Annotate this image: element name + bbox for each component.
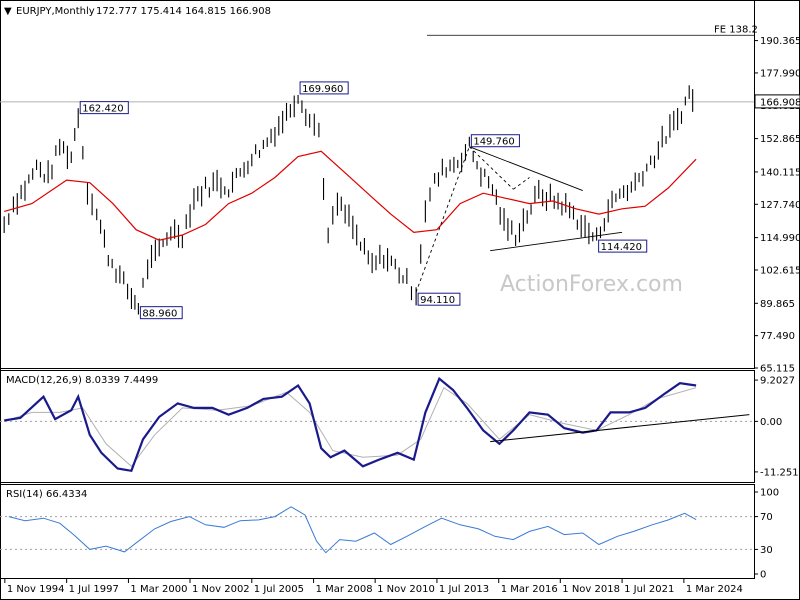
rsi-tick-label: 70	[760, 512, 773, 523]
moving-average-layer	[4, 150, 697, 241]
x-tick-label: 1 Mar 2008	[316, 584, 373, 595]
macd-layer	[4, 376, 750, 473]
price-tick-label: 77.490	[760, 331, 795, 342]
macd-y-axis: 9.2027 0.00 -11.251	[0, 376, 799, 478]
x-tick-label: 1 Jul 2021	[624, 584, 674, 595]
price-annotation-box	[470, 134, 520, 148]
price-annotation-label: 162.420	[82, 104, 123, 115]
x-tick-label: 1 Mar 2016	[501, 584, 558, 595]
symbol-title: EURJPY,Monthly	[16, 6, 95, 17]
macd-panel	[0, 370, 755, 483]
price-annotation-label: 149.760	[473, 137, 514, 148]
x-tick-label: 1 Jul 2013	[439, 584, 489, 595]
rsi-tick-label: 100	[760, 488, 779, 499]
trendline	[490, 231, 623, 252]
macd-tick-label: -11.251	[760, 467, 799, 478]
price-annotation-box	[598, 239, 648, 253]
rsi-title: RSI(14) 66.4334	[6, 489, 87, 500]
macd-line	[4, 376, 697, 473]
price-tick-label: 102.615	[760, 265, 800, 276]
price-tick-label: 89.865	[760, 299, 795, 310]
price-tick-label: 65.115	[760, 364, 795, 375]
macd-signal-line	[4, 386, 697, 468]
price-tick-label: 140.115	[760, 167, 800, 178]
rsi-line	[8, 506, 697, 554]
x-tick-label: 1 Nov 1994	[7, 584, 65, 595]
price-annotation-box	[299, 81, 349, 95]
rsi-layer	[8, 506, 697, 554]
x-tick-label: 1 Mar 2000	[130, 584, 187, 595]
price-annotation-label: 88.960	[142, 309, 177, 320]
price-annotation-label: 114.420	[601, 242, 642, 253]
trendline	[469, 146, 583, 191]
price-annotation-box	[79, 101, 129, 115]
price-tick-label: 127.740	[760, 200, 800, 211]
macd-tick-label: 9.2027	[760, 376, 795, 387]
macd-trendline	[490, 414, 750, 443]
moving-average-line	[4, 150, 697, 241]
price-tick-label: 152.865	[760, 134, 800, 145]
fe-level-label: FE 138.2	[714, 24, 758, 35]
macd-title: MACD(12,26,9) 8.0339 7.4499	[6, 375, 158, 386]
x-tick-label: 1 Mar 2024	[686, 584, 743, 595]
price-annotation-box	[139, 306, 183, 320]
x-tick-label: 1 Nov 2002	[192, 584, 250, 595]
price-y-axis: 190.365177.990165.615152.865140.115127.7…	[0, 36, 800, 375]
current-price-box	[754, 94, 800, 109]
watermark: ActionForex.com	[500, 272, 683, 297]
x-tick-label: 1 Nov 2018	[562, 584, 620, 595]
rsi-y-axis: 100 70 30 0	[0, 488, 779, 581]
x-axis: 1 Nov 1994 1 Jul 1997 1 Mar 2000 1 Nov 2002…	[4, 579, 743, 595]
price-annotation-box	[417, 292, 461, 306]
current-price-label: 166.908	[760, 97, 800, 108]
macd-tick-label: 0.00	[760, 417, 782, 428]
rsi-tick-label: 30	[760, 545, 773, 556]
price-tick-label: 114.990	[760, 233, 800, 244]
x-tick-label: 1 Jul 2005	[254, 584, 304, 595]
rsi-tick-label: 0	[760, 570, 766, 581]
trendline-layer: FE 138.2	[415, 24, 758, 293]
dashed-trendline	[469, 146, 514, 190]
collapse-triangle-icon[interactable]: ▼	[4, 6, 12, 17]
annotation-layer: 162.420 88.960 169.960 94.110 149.760 114.420	[79, 81, 648, 320]
x-tick-label: 1 Nov 2010	[377, 584, 435, 595]
x-tick-label: 1 Jul 1997	[69, 584, 119, 595]
price-annotation-label: 169.960	[302, 84, 343, 95]
dashed-trendline	[415, 146, 470, 293]
ohlc-values: 172.777 175.414 164.815 166.908	[96, 6, 271, 17]
price-series-layer	[3, 85, 694, 315]
rsi-panel	[0, 484, 755, 579]
price-panel	[0, 0, 755, 369]
price-annotation-label: 94.110	[420, 295, 455, 306]
price-tick-label: 190.365	[760, 36, 800, 47]
price-tick-label: 177.990	[760, 68, 800, 79]
